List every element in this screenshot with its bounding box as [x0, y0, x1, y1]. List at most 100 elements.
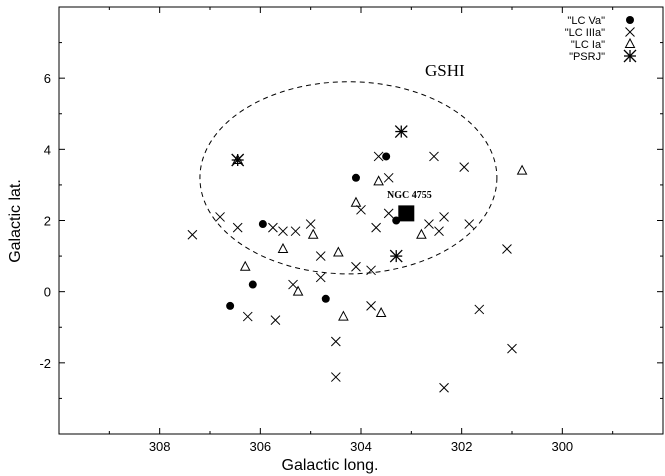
plot-frame — [58, 6, 664, 435]
marker-stroke — [330, 336, 341, 347]
marker-stroke — [290, 226, 301, 237]
marker-triangle — [307, 228, 319, 239]
marker-triangle — [277, 242, 289, 253]
marker-square — [398, 205, 415, 222]
data-point — [383, 208, 394, 219]
y-tick-label: 0 — [44, 285, 51, 300]
axis-ticks: 308 306 304 302 300 -2 0 2 4 6 — [39, 6, 664, 454]
data-point — [502, 244, 512, 254]
data-point — [464, 219, 475, 229]
marker-triangle — [350, 196, 362, 207]
series-x-cross — [187, 151, 517, 393]
data-point — [330, 336, 341, 347]
legend-label: "LC IIIa" — [565, 27, 605, 39]
ngc4755-annotation: NGC 4755 — [387, 190, 432, 201]
marker-dot — [392, 216, 401, 225]
marker-stroke — [187, 229, 198, 240]
marker-stroke — [507, 343, 517, 354]
legend-marker — [623, 49, 637, 63]
marker-stroke — [439, 382, 449, 393]
gshi-ellipse-outline — [199, 81, 498, 275]
data-point — [351, 261, 361, 272]
y-tick-label: -2 — [39, 356, 51, 371]
data-point — [383, 172, 394, 183]
marker-stroke — [371, 222, 381, 233]
data-point — [288, 279, 298, 290]
marker-triangle — [375, 306, 387, 318]
data-point — [330, 372, 341, 382]
data-point — [292, 285, 304, 296]
data-point — [366, 301, 376, 311]
data-point — [305, 219, 316, 229]
x-tick-label: 300 — [551, 439, 573, 454]
marker-stroke — [383, 208, 394, 219]
x-tick-label: 302 — [451, 439, 473, 454]
marker-stroke — [268, 222, 278, 233]
marker-stroke — [278, 226, 288, 237]
marker-stroke — [270, 315, 281, 325]
data-point — [474, 304, 485, 315]
y-tick-label: 4 — [44, 142, 51, 157]
marker-stroke — [305, 219, 316, 229]
data-point — [321, 294, 330, 303]
data-point — [392, 216, 401, 225]
data-point — [439, 382, 449, 393]
legend-marker — [625, 27, 635, 37]
marker-stroke — [315, 272, 326, 283]
data-point — [350, 196, 362, 207]
data-point — [375, 306, 387, 318]
data-point — [382, 152, 391, 161]
marker-triangle — [338, 310, 349, 321]
marker-stroke — [242, 311, 253, 322]
legend-marker — [626, 16, 634, 24]
legend-label: "PSRJ" — [569, 51, 605, 63]
marker-stroke — [366, 301, 376, 311]
marker-stroke — [464, 219, 475, 229]
data-point — [516, 164, 528, 175]
data-point — [371, 222, 381, 233]
data-point — [439, 212, 449, 222]
gshi-ellipse — [199, 81, 498, 275]
marker-dot — [626, 16, 634, 24]
marker-stroke — [459, 162, 470, 172]
marker-stroke — [373, 151, 384, 162]
y-axis-label: Galactic lat. — [7, 179, 24, 263]
marker-dot — [351, 173, 360, 182]
data-point — [394, 125, 408, 139]
legend-marker — [624, 37, 636, 48]
data-point — [277, 242, 289, 253]
marker-stroke — [232, 222, 243, 233]
marker-triangle — [416, 228, 427, 239]
marker-triangle — [292, 285, 304, 296]
data-point — [231, 153, 245, 167]
legend-label: "LC Ia" — [571, 39, 605, 51]
x-tick-label: 304 — [350, 439, 372, 454]
series-filled-circle — [226, 152, 401, 310]
data-point — [315, 251, 326, 261]
data-point — [389, 249, 403, 263]
data-point — [239, 260, 251, 271]
data-point — [366, 265, 376, 276]
data-point — [307, 228, 319, 239]
ngc4755-marker — [398, 205, 415, 222]
marker-dot — [321, 294, 330, 303]
data-point — [270, 315, 281, 325]
data-point — [333, 246, 344, 257]
marker-dot — [258, 220, 267, 229]
marker-stroke — [502, 244, 512, 254]
marker-dot — [226, 301, 235, 310]
data-point — [242, 311, 253, 322]
data-point — [258, 220, 267, 229]
data-point — [315, 272, 326, 283]
marker-triangle — [239, 260, 251, 271]
data-point — [232, 222, 243, 233]
marker-stroke — [330, 372, 341, 382]
marker-stroke — [315, 251, 326, 261]
data-point — [507, 343, 517, 354]
data-point — [373, 151, 384, 162]
series-open-triangle — [232, 153, 528, 321]
y-tick-label: 6 — [44, 71, 51, 86]
data-point — [338, 310, 349, 321]
data-point — [373, 175, 384, 186]
marker-stroke — [351, 261, 361, 272]
